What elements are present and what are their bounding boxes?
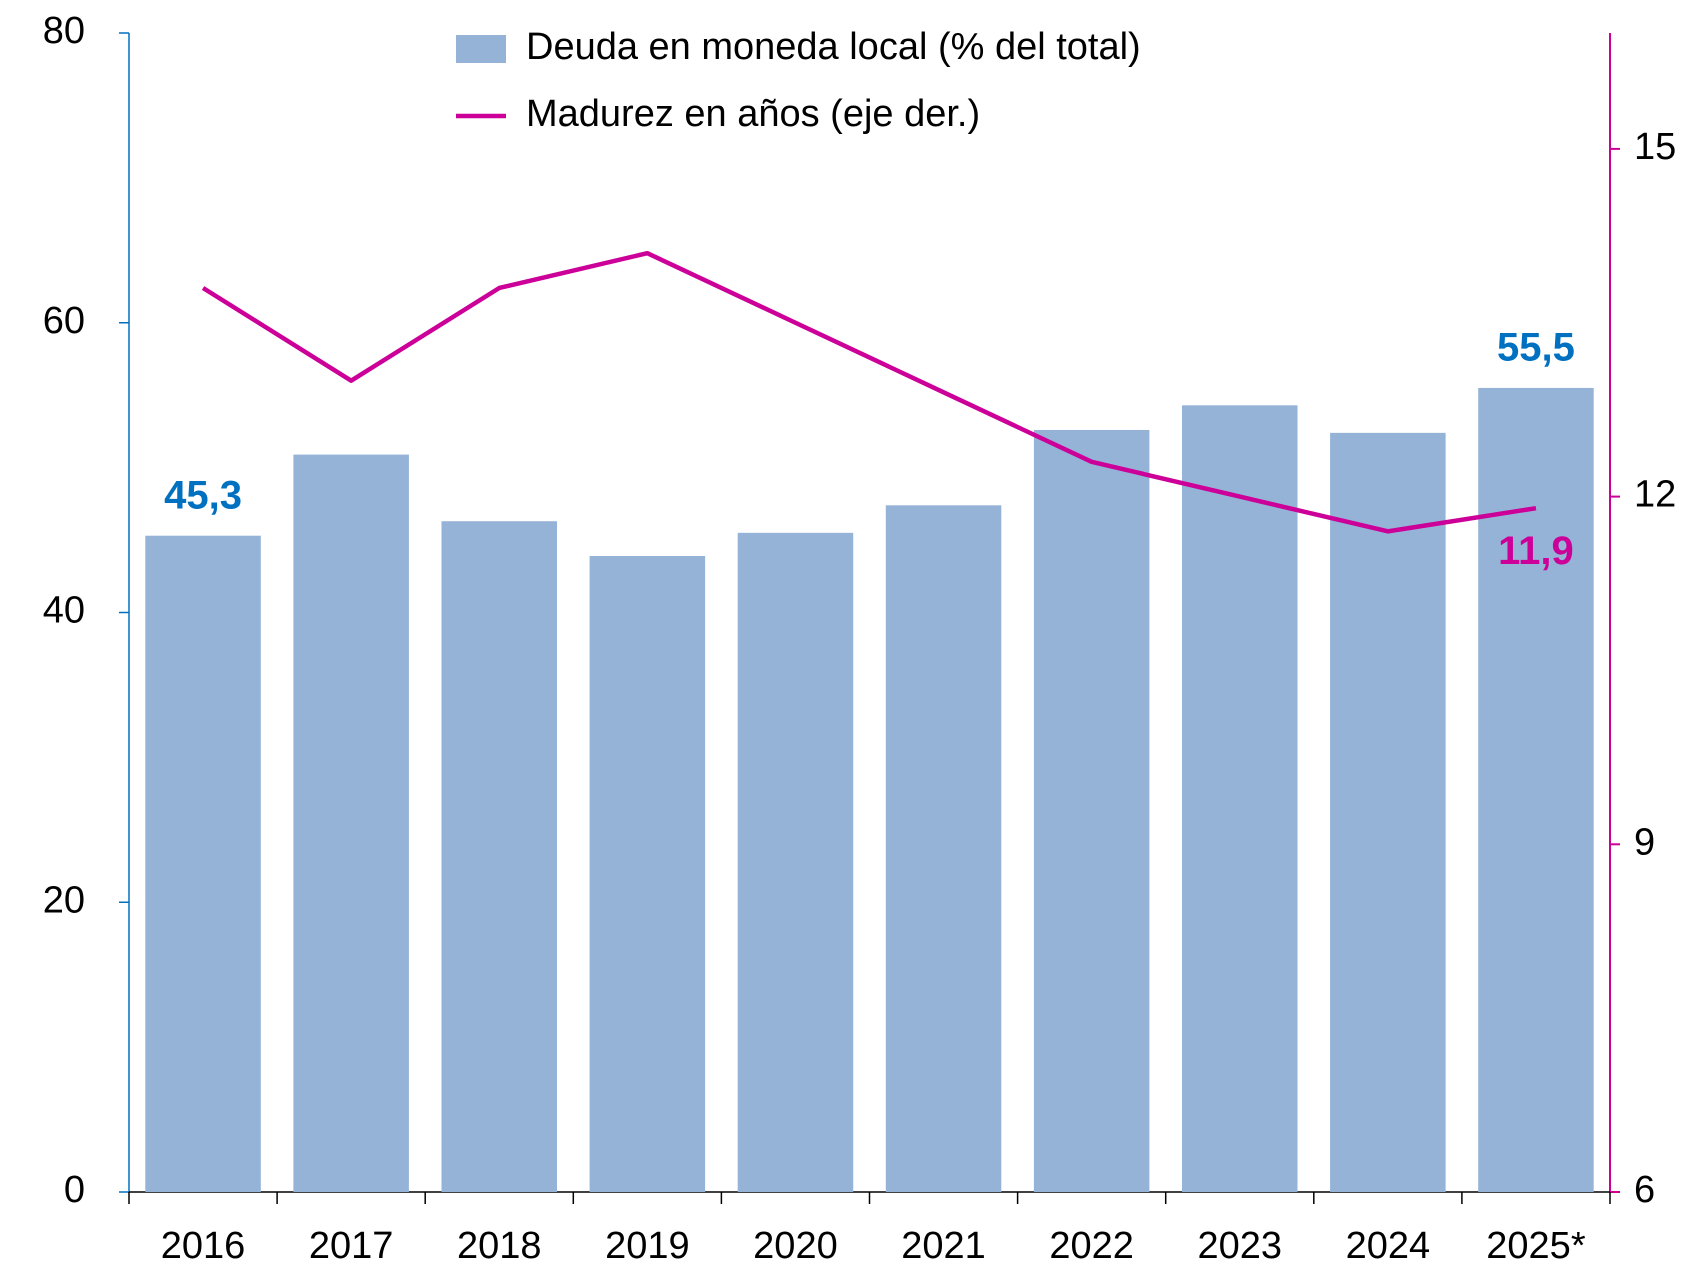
bar	[145, 535, 261, 1192]
bar	[885, 505, 1002, 1193]
bar	[441, 521, 558, 1192]
bar	[293, 454, 409, 1192]
x-tick-label: 2016	[161, 1225, 246, 1265]
line	[201, 250, 1537, 534]
y2-tick-label: 12	[1634, 474, 1676, 516]
legend-swatch	[456, 35, 506, 63]
bar	[1181, 405, 1298, 1192]
y-tick-label: 0	[64, 1169, 85, 1211]
x-tick-label: 2021	[901, 1225, 986, 1265]
x-tick-label: 2018	[457, 1225, 542, 1265]
y2-tick-label: 15	[1634, 126, 1676, 168]
data-label: 55,5	[1497, 326, 1575, 370]
bar	[737, 532, 854, 1192]
data-label: 11,9	[1498, 529, 1574, 573]
bar	[1330, 432, 1446, 1193]
x-tick-label: 2025*	[1486, 1225, 1586, 1265]
y-tick-label: 40	[43, 590, 85, 632]
legend-label: Madurez en años (eje der.)	[526, 93, 980, 135]
y-tick-label: 60	[43, 300, 85, 342]
y-tick-label: 80	[43, 10, 85, 52]
x-tick-label: 2020	[753, 1225, 838, 1265]
y2-tick-label: 9	[1634, 821, 1655, 863]
bar	[589, 555, 706, 1192]
bar	[1033, 429, 1150, 1192]
y-tick-label: 20	[43, 879, 85, 921]
x-tick-label: 2023	[1197, 1225, 1282, 1265]
x-tick-label: 2022	[1049, 1225, 1134, 1265]
x-tick-label: 2019	[605, 1225, 690, 1265]
data-label: 45,3	[164, 473, 242, 517]
bar	[1478, 387, 1594, 1193]
legend-label: Deuda en moneda local (% del total)	[526, 26, 1141, 68]
x-tick-label: 2024	[1346, 1225, 1431, 1265]
y2-tick-label: 6	[1634, 1169, 1655, 1211]
x-tick-label: 2017	[309, 1225, 394, 1265]
